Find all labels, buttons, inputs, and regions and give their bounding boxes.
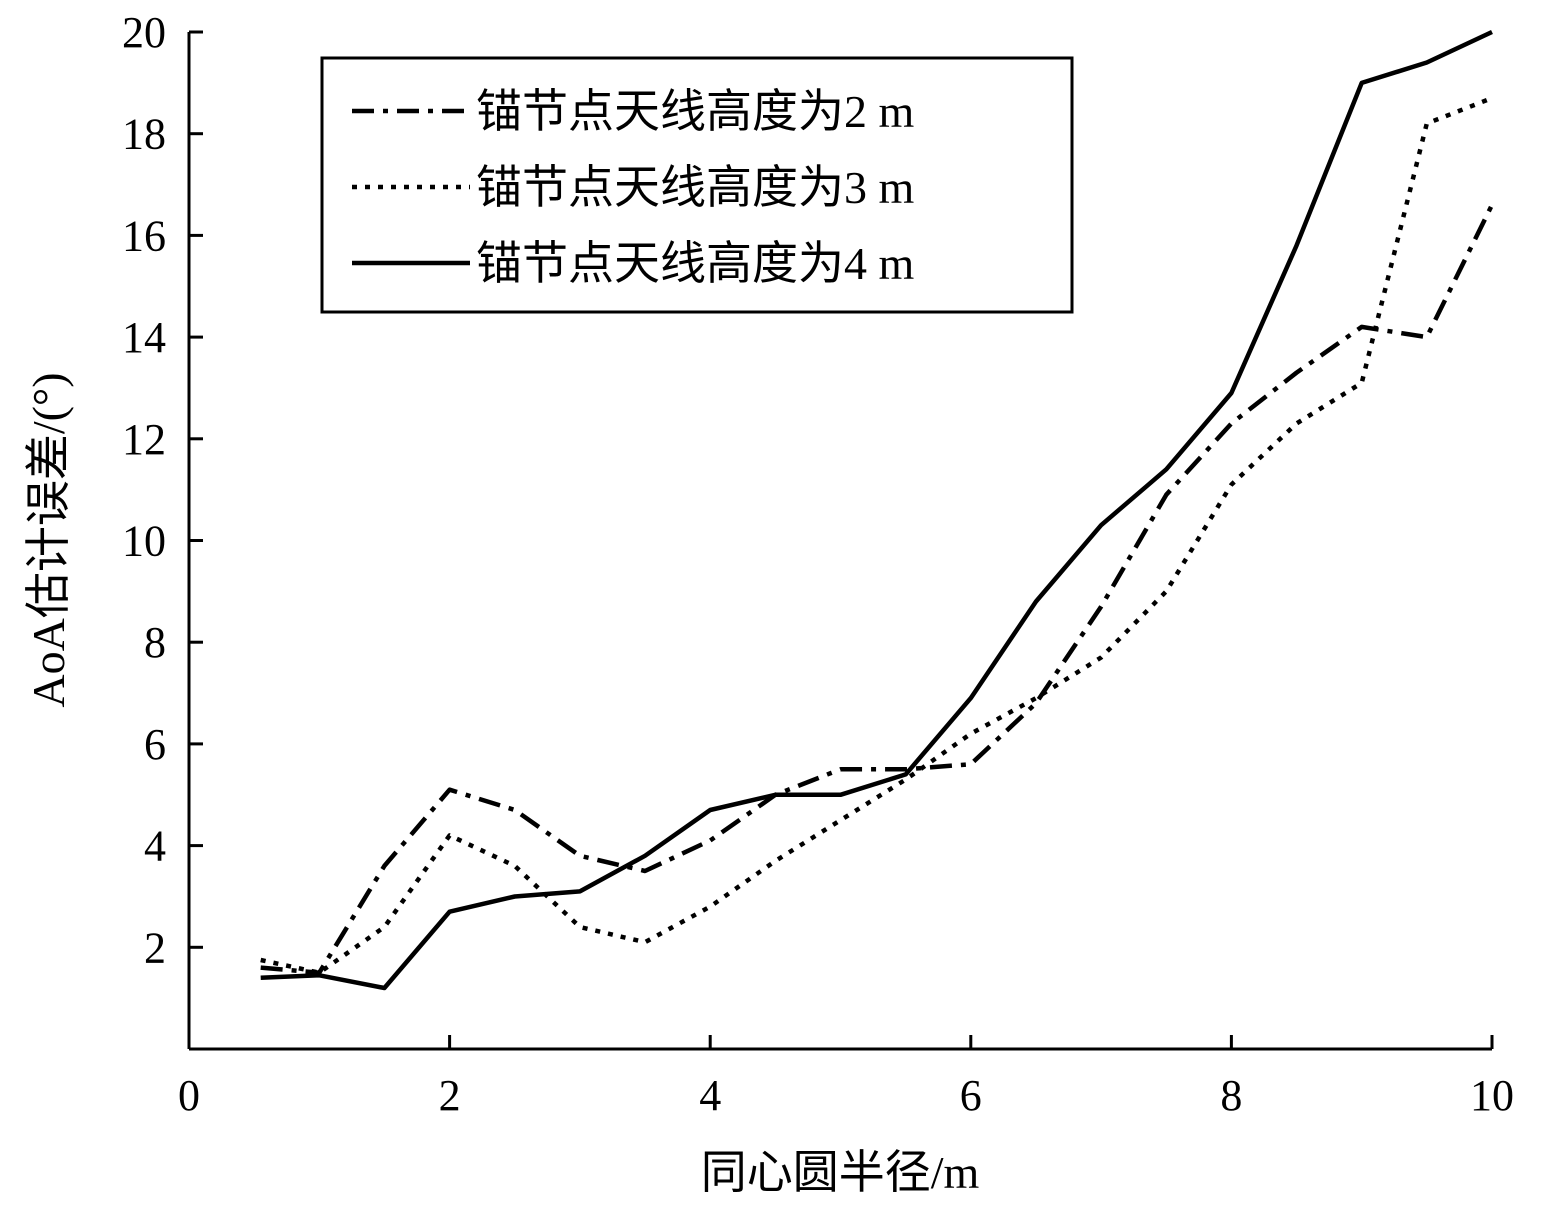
y-ticks: 2 4 6 8 10 12 14 16 18 20 [122, 8, 203, 972]
y-tick-label: 20 [122, 8, 166, 57]
y-tick-label: 16 [122, 211, 166, 260]
y-tick-label: 18 [122, 110, 166, 159]
legend-label-2: 锚节点天线高度为3 m [476, 162, 915, 213]
x-tick-label: 10 [1470, 1071, 1514, 1120]
x-tick-label: 6 [960, 1071, 982, 1120]
y-tick-label: 4 [144, 822, 166, 871]
plot-lines [260, 29, 1495, 991]
y-axis-title: AoA估计误差/(°) [23, 372, 74, 707]
x-axis-title: 同心圆半径/m [701, 1147, 980, 1198]
x-tick-label: 0 [178, 1071, 200, 1120]
x-tick-label: 2 [439, 1071, 461, 1120]
series-line-1 [260, 203, 1495, 975]
y-tick-label: 8 [144, 618, 166, 667]
y-tick-label: 12 [122, 415, 166, 464]
x-tick-label: 4 [699, 1071, 721, 1120]
legend-label-1: 锚节点天线高度为2 m [476, 86, 915, 137]
series-line-2 [260, 96, 1493, 975]
x-tick-label: 8 [1220, 1071, 1242, 1120]
y-tick-label: 14 [122, 313, 166, 362]
x-ticks: 0 2 4 6 8 10 [178, 1035, 1514, 1120]
series-line-3 [260, 29, 1493, 991]
y-tick-label: 2 [144, 923, 166, 972]
y-tick-label: 10 [122, 517, 166, 566]
y-tick-label: 6 [144, 720, 166, 769]
legend: 锚节点天线高度为2 m 锚节点天线高度为3 m 锚节点天线高度为4 m [320, 56, 1074, 314]
legend-label-3: 锚节点天线高度为4 m [476, 238, 915, 289]
